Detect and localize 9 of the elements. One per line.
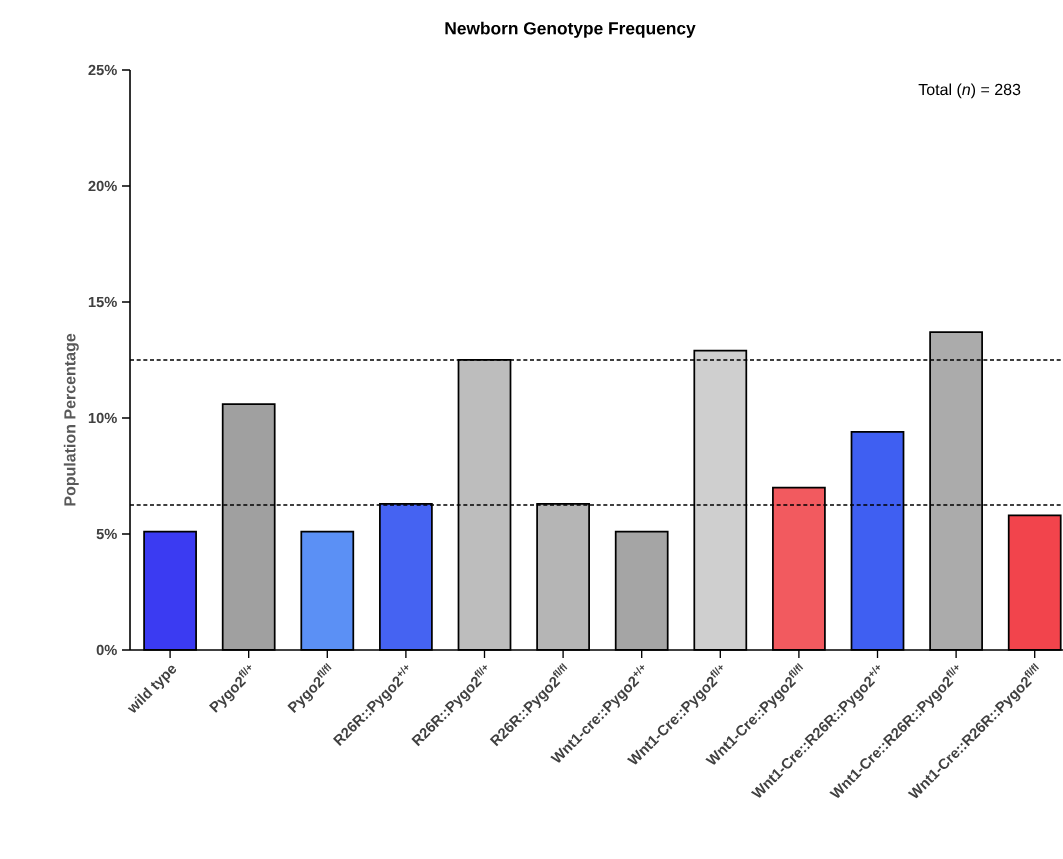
y-tick-label: 20% (88, 180, 117, 192)
chart-title: Newborn Genotype Frequency (445, 21, 696, 38)
y-tick-label: 10% (88, 412, 117, 424)
y-tick-label: 25% (88, 64, 117, 76)
y-tick-label: 15% (88, 296, 117, 308)
y-tick-label: 5% (96, 528, 117, 540)
y-tick-label: 0% (96, 644, 117, 656)
annotation: Total (n) = 283 (918, 83, 1021, 99)
y-axis-title: Population Percentage (63, 333, 79, 506)
